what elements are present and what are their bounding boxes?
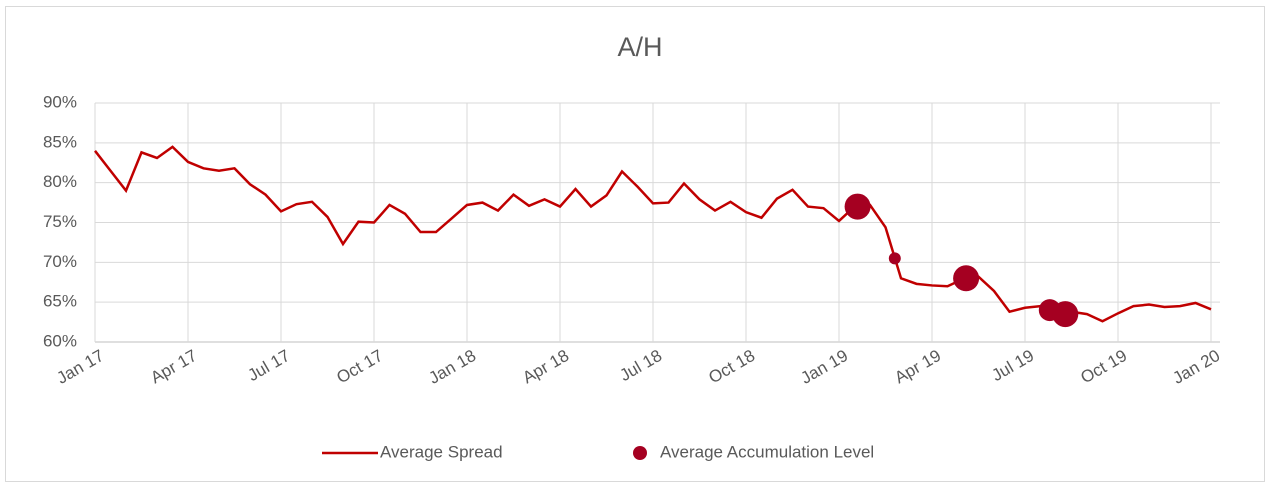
chart-title: A/H [617,32,662,62]
legend-swatch [633,446,647,460]
accumulation-point [888,252,901,265]
y-tick-label: 90% [43,92,77,111]
accumulation-point [953,265,980,292]
y-tick-label: 85% [43,132,77,151]
y-tick-label: 75% [43,212,77,231]
accumulation-point [844,193,871,220]
line-series [94,145,1212,323]
y-tick-label: 80% [43,172,77,191]
y-tick-label: 65% [43,292,77,311]
legend-label: Average Spread [380,442,503,461]
y-tick-label: 60% [43,331,77,350]
chart-border [5,6,1265,482]
accumulation-point [1052,301,1079,328]
y-tick-label: 70% [43,252,77,271]
legend-label: Average Accumulation Level [660,442,874,461]
